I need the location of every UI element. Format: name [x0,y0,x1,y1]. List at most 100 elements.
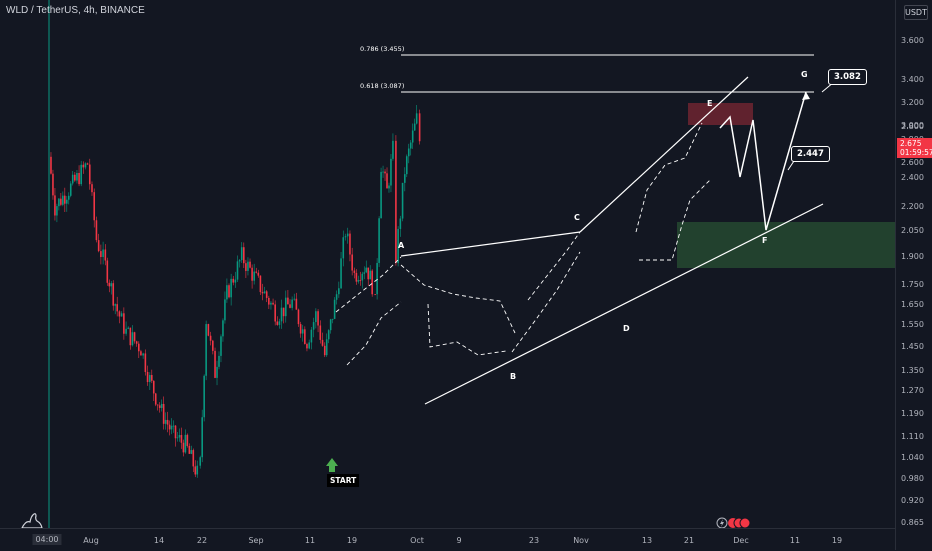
candle-body [304,329,306,344]
wave-structure [335,122,711,366]
upper-trendline[interactable] [579,76,749,233]
resistance-zone[interactable] [688,103,753,125]
candle-body [203,375,205,418]
currency-button[interactable]: USDT [904,5,928,20]
candle-body [50,156,52,174]
candle-body [291,299,293,308]
candle-body [274,304,276,322]
candle-body [344,236,347,238]
candle-body [404,174,406,183]
price-axis[interactable] [895,0,932,550]
price-tick: 3.000 [901,121,924,130]
candle-body [367,267,370,280]
candle-body [338,288,340,295]
time-tick: 22 [196,536,208,545]
candle-body [317,311,319,326]
candle-body [312,322,315,330]
candle-body [331,318,334,320]
time-tick: 21 [683,536,695,545]
price-tick: 3.200 [901,98,924,107]
price-tick: 1.450 [901,342,924,351]
candle-body [133,332,136,342]
projection-path[interactable] [719,91,807,231]
price-tick: 1.190 [901,409,924,418]
candle-body [374,294,376,296]
candle-body [207,324,210,336]
candle-body [54,195,56,216]
time-tick: Aug [83,536,99,545]
price-tick: 1.900 [901,252,924,261]
candle-body [321,339,324,346]
candle-body [91,184,93,193]
target-high-callout[interactable]: 3.082 [828,69,867,85]
time-tick: 14 [153,536,165,545]
candle-body [397,228,399,264]
candle-body [346,233,349,237]
candle-body [243,247,245,264]
candle-body [218,355,220,367]
candle-body [265,291,268,298]
target-mid-callout[interactable]: 2.447 [791,146,830,162]
price-tick: 3.400 [901,75,924,84]
candle-body [369,270,372,280]
event-icons[interactable] [715,516,751,528]
candle-body [401,182,404,219]
candle-body [228,285,230,298]
candle-body [174,425,177,439]
price-tick: 2.400 [901,173,924,182]
candle-body [86,163,89,165]
candle-body [58,198,60,207]
time-axis[interactable]: 04:00 Aug 14 22 Sep 11 19 Oct 9 23 Nov 1… [0,528,895,551]
candle-body [251,267,253,281]
candle-body [310,329,313,343]
candle-body [249,261,251,268]
support-zone[interactable] [677,222,895,268]
candle-body [220,336,222,356]
current-price-label[interactable]: 2.675 01:59:57 [897,138,932,158]
candle-body [180,435,183,443]
candle-body [144,353,147,372]
candle-body [125,328,127,334]
candle-body [209,335,212,341]
time-tick: 19 [346,536,358,545]
candle-body [380,171,382,219]
a-c-trendline[interactable] [400,231,581,257]
bar-countdown: 01:59:57 [900,148,932,157]
candle-body [234,279,237,283]
wave-label-e: E [707,99,713,108]
time-tick: 23 [528,536,540,545]
candle-body [315,311,317,323]
price-chart[interactable] [0,0,895,528]
candle-body [88,164,91,185]
projection-arrowhead [802,92,810,100]
candle-body [172,425,175,427]
candle-body [238,260,241,262]
candle-body [194,466,197,475]
wave-label-g: G [801,70,808,79]
candles [50,105,421,478]
start-label: START [327,474,360,487]
candle-body [166,419,169,425]
candle-body [392,140,394,159]
price-tick: 2.600 [901,158,924,167]
chart-pane[interactable]: WLD / TetherUS, 4h, BINANCE 0.786 (3.455… [0,0,895,528]
price-tick: 1.650 [901,300,924,309]
lower-trendline[interactable] [424,203,824,405]
symbol-title[interactable]: WLD / TetherUS, 4h, BINANCE [6,5,145,16]
candle-body [158,405,161,408]
candle-body [184,434,187,453]
price-tick: 2.800 [901,122,924,131]
candle-body [150,375,153,381]
candle-body [160,403,163,408]
candle-body [162,403,165,424]
candle-body [230,278,232,298]
candle-body [382,171,384,173]
candle-body [357,280,360,282]
candle-body [280,307,283,322]
tradingview-logo-icon[interactable] [20,510,44,528]
candle-body [192,450,195,467]
wave-label-b: B [510,372,517,381]
candle-body [146,371,149,383]
time-tick: 13 [641,536,653,545]
